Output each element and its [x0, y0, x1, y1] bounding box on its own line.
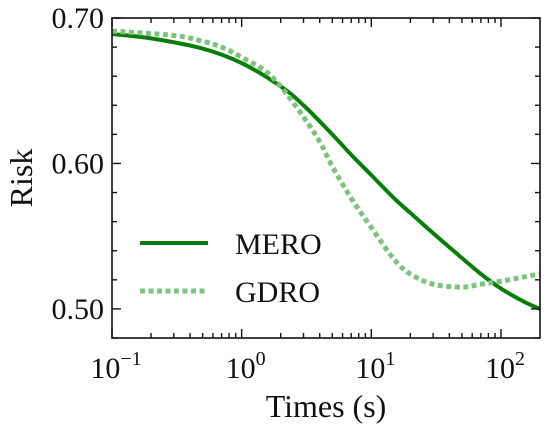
- plot-area: [111, 17, 541, 339]
- legend-label-gdro: GDRO: [235, 276, 320, 309]
- y-axis-label: Risk: [3, 149, 39, 208]
- x-axis-label: Times (s): [266, 388, 387, 424]
- series-layer: [112, 28, 540, 311]
- x-tick-label: 100: [226, 348, 266, 385]
- series-line-gdro: [112, 28, 540, 290]
- series-line-mero: [112, 32, 540, 311]
- x-tick-label: 10−1: [90, 348, 141, 385]
- tick-labels: 0.50 0.60 0.70 10−1 100 101 102: [52, 2, 525, 385]
- x-tick-label: 101: [355, 348, 395, 385]
- legend: MERO GDRO: [140, 228, 322, 309]
- plot-frame: [111, 17, 541, 339]
- y-tick-label: 0.60: [52, 147, 105, 180]
- legend-label-mero: MERO: [235, 228, 322, 261]
- x-tick-label: 102: [485, 348, 525, 385]
- ticks-layer: [111, 17, 540, 339]
- y-tick-label: 0.70: [52, 2, 105, 35]
- y-tick-label: 0.50: [52, 293, 105, 326]
